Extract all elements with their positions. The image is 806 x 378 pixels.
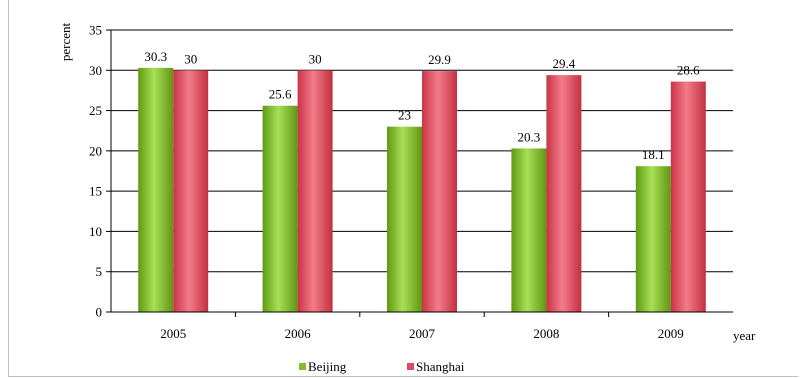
chart-frame	[8, 0, 798, 377]
bar-beijing-2007	[387, 126, 422, 312]
bar-beijing-2009	[635, 166, 671, 312]
y-tick-label: 0	[96, 305, 103, 320]
y-tick-label: 20	[89, 143, 102, 158]
x-tick-label: 2007	[409, 326, 436, 341]
legend: Beijing Shanghai	[299, 359, 465, 374]
x-axis-label: year	[733, 328, 756, 343]
x-tick-label: 2005	[160, 326, 186, 341]
axes: 0 5 10 15 20 25 30 35 2005 2006 2007 2008 2009	[89, 23, 733, 341]
legend-swatch-beijing	[299, 363, 306, 370]
data-label: 29.9	[428, 52, 451, 67]
data-label: 18.1	[642, 147, 665, 162]
bar-beijing-2006	[262, 105, 298, 312]
legend-label-beijing: Beijing	[308, 359, 347, 374]
x-tick-label: 2006	[285, 326, 312, 341]
bar-beijing-2005	[138, 67, 174, 313]
y-tick-label: 25	[89, 103, 102, 118]
data-label: 30	[309, 51, 322, 66]
data-label: 29.4	[553, 56, 576, 71]
bar-shanghai-2008	[546, 75, 582, 313]
data-label: 23	[398, 108, 411, 123]
y-tick-label: 35	[89, 23, 102, 38]
data-label: 20.3	[518, 129, 541, 144]
bar-shanghai-2005	[173, 70, 209, 313]
legend-label-shanghai: Shanghai	[416, 359, 465, 374]
bar-beijing-2008	[511, 148, 547, 312]
bar-shanghai-2009	[670, 81, 706, 313]
bars: 30.3 30 25.6 30 23 29.9 20.3 29.4 18.1 28.6	[138, 49, 706, 313]
y-tick-label: 5	[96, 264, 103, 279]
data-label: 30.3	[144, 49, 167, 64]
y-axis-label: percent	[58, 22, 73, 61]
legend-swatch-shanghai	[407, 363, 414, 370]
x-tick-label: 2009	[658, 326, 684, 341]
bar-shanghai-2006	[297, 70, 333, 313]
x-tick-label: 2008	[533, 326, 559, 341]
bar-shanghai-2007	[422, 71, 457, 312]
data-label: 25.6	[269, 87, 292, 102]
y-tick-label: 10	[89, 224, 102, 239]
data-label: 28.6	[677, 63, 700, 78]
y-tick-label: 30	[89, 63, 102, 78]
data-label: 30	[184, 51, 197, 66]
y-tick-label: 15	[89, 184, 102, 199]
